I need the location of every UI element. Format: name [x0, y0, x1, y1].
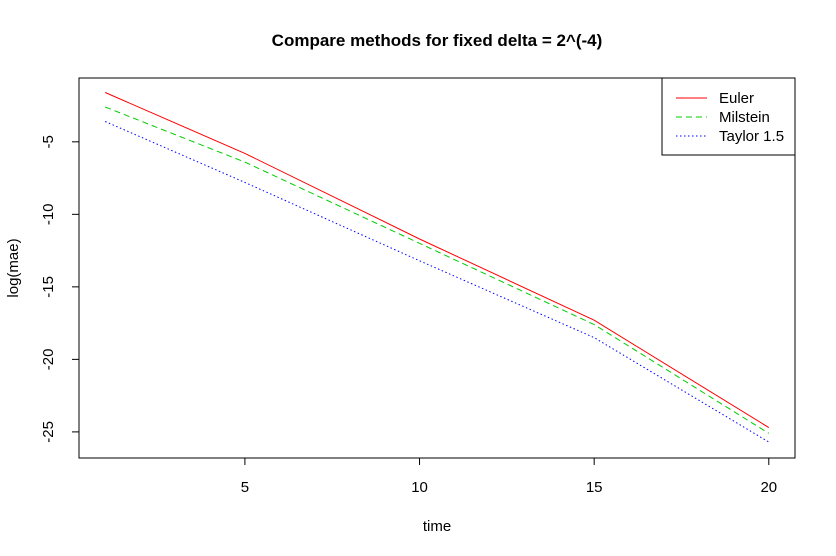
x-tick-label: 10 [411, 479, 428, 496]
x-tick-label: 20 [760, 479, 777, 496]
legend-box [661, 77, 796, 156]
legend: Euler Milstein Taylor 1.5 [661, 77, 796, 156]
y-axis: -5 -10 -15 -20 -25 [40, 135, 80, 443]
y-tick-label: -25 [40, 421, 57, 443]
series-line-euler [104, 92, 770, 428]
y-axis-label: log(mae) [5, 238, 22, 297]
legend-label: Taylor 1.5 [719, 128, 784, 145]
x-axis-label: time [423, 518, 451, 535]
series-line-taylor-1-5 [104, 121, 770, 443]
y-tick-label: -5 [40, 135, 57, 148]
y-tick-label: -20 [40, 349, 57, 371]
y-tick-label: -15 [40, 276, 57, 298]
y-tick-label: -10 [40, 203, 57, 225]
chart-title: Compare methods for fixed delta = 2^(-4) [272, 31, 603, 50]
series-layer [104, 92, 770, 443]
x-tick-label: 5 [241, 479, 249, 496]
x-tick-label: 15 [586, 479, 603, 496]
legend-label: Euler [719, 90, 754, 107]
legend-label: Milstein [719, 109, 770, 126]
series-line-milstein [105, 106, 770, 434]
x-axis: 5 10 15 20 [241, 457, 777, 496]
